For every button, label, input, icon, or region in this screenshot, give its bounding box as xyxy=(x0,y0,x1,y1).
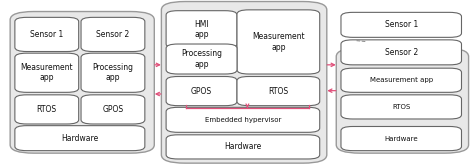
Text: Sensor 2: Sensor 2 xyxy=(96,30,129,39)
FancyBboxPatch shape xyxy=(237,76,319,106)
FancyBboxPatch shape xyxy=(15,53,79,92)
Text: Hardware: Hardware xyxy=(384,136,418,142)
Text: Measurement
app: Measurement app xyxy=(20,63,73,82)
FancyBboxPatch shape xyxy=(341,40,462,65)
FancyBboxPatch shape xyxy=(341,68,462,92)
Text: Sensor 1: Sensor 1 xyxy=(30,30,64,39)
FancyBboxPatch shape xyxy=(166,11,237,48)
Text: RTOS: RTOS xyxy=(392,104,410,110)
Text: GPOS: GPOS xyxy=(191,87,212,96)
Text: Hardware: Hardware xyxy=(224,142,262,151)
FancyBboxPatch shape xyxy=(336,48,469,153)
FancyBboxPatch shape xyxy=(15,17,79,52)
FancyBboxPatch shape xyxy=(15,95,79,124)
FancyBboxPatch shape xyxy=(341,12,462,37)
FancyBboxPatch shape xyxy=(166,107,319,132)
FancyBboxPatch shape xyxy=(81,95,145,124)
FancyBboxPatch shape xyxy=(166,76,237,106)
Text: Measurement
app: Measurement app xyxy=(252,32,305,52)
Text: Processing
app: Processing app xyxy=(181,49,222,69)
FancyBboxPatch shape xyxy=(166,44,237,74)
Text: Processing
app: Processing app xyxy=(92,63,134,82)
Text: HMI
app: HMI app xyxy=(194,20,209,39)
Text: Measurement app: Measurement app xyxy=(370,77,433,83)
FancyBboxPatch shape xyxy=(166,135,319,159)
Text: Embedded hypervisor: Embedded hypervisor xyxy=(205,117,281,123)
Text: Hardware: Hardware xyxy=(61,134,99,143)
Text: Sensor 1: Sensor 1 xyxy=(384,20,418,29)
FancyBboxPatch shape xyxy=(81,53,145,92)
FancyBboxPatch shape xyxy=(161,2,327,163)
FancyBboxPatch shape xyxy=(341,127,462,151)
FancyBboxPatch shape xyxy=(341,95,462,119)
Text: RTOS: RTOS xyxy=(268,87,288,96)
Text: GPOS: GPOS xyxy=(102,105,124,114)
Text: RTOS: RTOS xyxy=(36,105,57,114)
Text: Sensor 2: Sensor 2 xyxy=(384,48,418,57)
FancyBboxPatch shape xyxy=(237,10,319,74)
FancyBboxPatch shape xyxy=(81,17,145,52)
FancyBboxPatch shape xyxy=(10,12,155,153)
FancyBboxPatch shape xyxy=(15,126,145,151)
